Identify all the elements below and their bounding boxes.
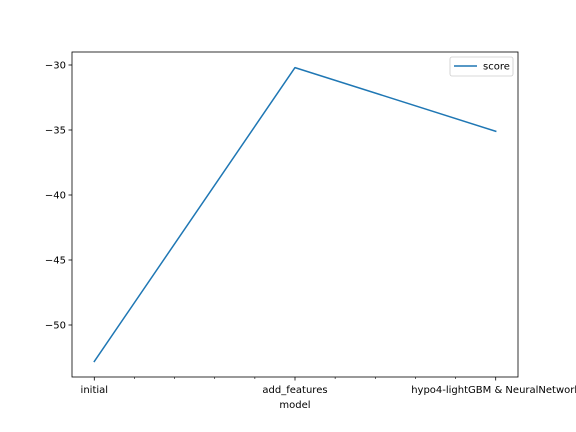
series-layer xyxy=(93,66,497,363)
y-tick-label: −45 xyxy=(45,256,66,267)
series-line-score xyxy=(93,66,497,363)
y-tick-label: −40 xyxy=(45,191,66,202)
legend-label-score: score xyxy=(483,62,510,73)
x-axis-label: model xyxy=(279,400,310,411)
legend: score xyxy=(449,56,514,77)
x-tick-label: add_features xyxy=(262,385,327,396)
x-tick-label: hypo4-lightGBM & NeuralNetwork xyxy=(411,385,576,396)
y-axis: −50 −45 −40 −35 −30 xyxy=(45,61,72,332)
y-tick-label: −35 xyxy=(45,126,66,137)
y-tick-label: −50 xyxy=(45,321,66,332)
x-tick-label: initial xyxy=(81,385,109,396)
plot-area xyxy=(72,52,518,377)
y-tick-label: −30 xyxy=(45,61,66,72)
legend-box xyxy=(449,56,514,77)
plot-frame xyxy=(71,51,519,378)
